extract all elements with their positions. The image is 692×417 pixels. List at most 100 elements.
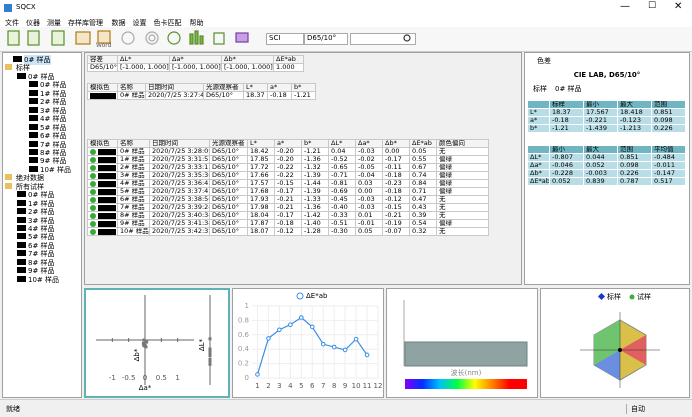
- table-cell: -0.20: [274, 155, 302, 164]
- tree-item[interactable]: 5# 样品: [28, 233, 55, 242]
- menu-item[interactable]: 仪器: [26, 19, 40, 27]
- swatch-cell: [87, 211, 118, 220]
- tree-item[interactable]: 9# 样品: [28, 267, 55, 276]
- menu-item[interactable]: 色卡匹配: [153, 19, 182, 27]
- maximize[interactable]: ☐: [648, 1, 657, 11]
- table-cell: D65/10°: [209, 211, 248, 220]
- tree-item[interactable]: 4# 样品: [28, 225, 55, 233]
- close[interactable]: ✕: [674, 1, 683, 12]
- tree-item[interactable]: 0# 样品: [24, 55, 51, 65]
- table-cell: -0.40: [328, 203, 356, 212]
- tree-item[interactable]: 0# 样品: [28, 72, 55, 81]
- illuminant-select[interactable]: D65/10°: [304, 33, 348, 45]
- search-box[interactable]: [350, 33, 416, 45]
- table-cell: 17.85: [247, 155, 275, 164]
- table-row: 4# 样品 2020/7/25 3:36:41 D65/10° 17.57 -0.15-…: [87, 179, 489, 188]
- tree-item[interactable]: 8# 样品: [28, 258, 55, 267]
- header-row: 标样 最小 最大 范围: [527, 100, 686, 109]
- chart-panel: [386, 288, 538, 398]
- table-cell: 无: [436, 227, 489, 236]
- table-cell: -1.36: [301, 203, 329, 212]
- tree-item[interactable]: 6# 样品: [40, 132, 67, 141]
- table-cell: -0.011: [651, 161, 686, 170]
- tree-item[interactable]: 7# 样品: [28, 250, 55, 259]
- color-swatch: [29, 140, 38, 147]
- table-cell: -0.03: [355, 195, 383, 204]
- menu-item[interactable]: 存样库管理: [68, 19, 103, 27]
- header-cell: 范围: [651, 100, 686, 109]
- header-cell: 容差: [87, 55, 118, 64]
- menu-bar: 文件 仪器 测量 存样库管理 数据 设置 色卡匹配 帮助: [0, 16, 692, 27]
- color-swatch: [17, 225, 26, 231]
- table-cell: 18.37: [549, 108, 584, 117]
- tree-item[interactable]: 2# 样品: [28, 208, 55, 217]
- table-row: Δa* -0.046 0.052 0.098 -0.011: [527, 161, 686, 170]
- tree-item[interactable]: 0# 样品: [28, 191, 55, 200]
- header-cell: 光源观察者: [209, 139, 248, 148]
- menu-item[interactable]: 设置: [132, 19, 147, 27]
- color-swatch: [98, 213, 116, 219]
- tree-item[interactable]: 绝对数据: [16, 174, 44, 183]
- swatch-cell: [87, 203, 118, 212]
- table-cell: -0.221: [583, 116, 618, 125]
- color-swatch: [29, 123, 38, 130]
- tree-item[interactable]: 5# 样品: [40, 123, 67, 132]
- header-cell: ΔL*: [117, 55, 170, 64]
- tree-item[interactable]: 10# 样品: [28, 275, 59, 284]
- table-cell: D65/10°: [209, 203, 248, 212]
- minimize[interactable]: —: [620, 1, 630, 12]
- tree-item[interactable]: 0# 样品: [40, 81, 67, 90]
- table-cell: -0.69: [328, 187, 356, 196]
- menu-item[interactable]: 数据: [111, 19, 126, 27]
- tree-item[interactable]: 9# 样品: [40, 157, 67, 166]
- table-cell: 0.00: [382, 147, 410, 156]
- mode-select[interactable]: SCI: [266, 33, 304, 45]
- table-cell: 无: [436, 147, 489, 156]
- table-cell: D65/10°: [209, 163, 248, 172]
- header-cell: Δb*: [221, 55, 274, 64]
- tree-item[interactable]: 8# 样品: [40, 148, 67, 157]
- table-row: 7# 样品 2020/7/25 3:39:24 D65/10° 17.98 -0.21-…: [87, 203, 489, 212]
- color-swatch: [17, 208, 26, 215]
- color-swatch: [17, 258, 26, 265]
- tree-item[interactable]: 10# 样品: [40, 165, 71, 174]
- color-diff-tab[interactable]: 色差: [537, 57, 551, 65]
- tree-item[interactable]: 3# 样品: [40, 106, 67, 115]
- tree-item[interactable]: 7# 样品: [40, 140, 67, 149]
- table-cell: 0.851: [651, 108, 686, 117]
- menu-item[interactable]: 帮助: [189, 19, 204, 27]
- table-cell: 0.39: [409, 211, 437, 220]
- status-icon: [90, 165, 96, 171]
- table-cell: 0.098: [617, 161, 652, 170]
- color-swatch: [17, 275, 26, 282]
- table-cell: -0.81: [328, 179, 356, 188]
- status-icon: [90, 181, 96, 187]
- table-cell: -0.17: [382, 155, 410, 164]
- table-cell: -0.52: [328, 155, 356, 164]
- header-cell: [527, 145, 550, 154]
- tree-item[interactable]: 4# 样品: [40, 115, 67, 124]
- header-cell: 模拟色: [87, 139, 118, 148]
- table-cell: 0.67: [409, 163, 437, 172]
- header-cell: 平均值: [651, 145, 686, 154]
- tree-item[interactable]: 2# 样品: [40, 98, 67, 107]
- menu-item[interactable]: 文件: [5, 19, 19, 27]
- table-cell: -0.03: [355, 147, 383, 156]
- menu-item[interactable]: 测量: [47, 19, 61, 27]
- tree-item[interactable]: 1# 样品: [40, 89, 67, 98]
- tree-item[interactable]: 6# 样品: [28, 241, 55, 250]
- status-icon: [90, 173, 96, 179]
- tree-item[interactable]: 所有试样: [16, 182, 44, 191]
- table-cell: 2020/7/25 3:39:24: [149, 203, 210, 212]
- tree-item[interactable]: 1# 样品: [28, 199, 55, 208]
- color-swatch: [98, 165, 116, 171]
- table-cell: -0.21: [274, 195, 302, 204]
- table-cell: 17.66: [247, 171, 275, 180]
- table-cell: -0.33: [328, 211, 356, 220]
- tree-item[interactable]: 3# 样品: [28, 216, 55, 225]
- color-swatch: [17, 241, 26, 248]
- color-swatch: [29, 89, 38, 96]
- color-swatch: [17, 199, 26, 206]
- tree-item[interactable]: 标样: [16, 64, 30, 73]
- header-cell: ΔE*ab: [409, 139, 437, 148]
